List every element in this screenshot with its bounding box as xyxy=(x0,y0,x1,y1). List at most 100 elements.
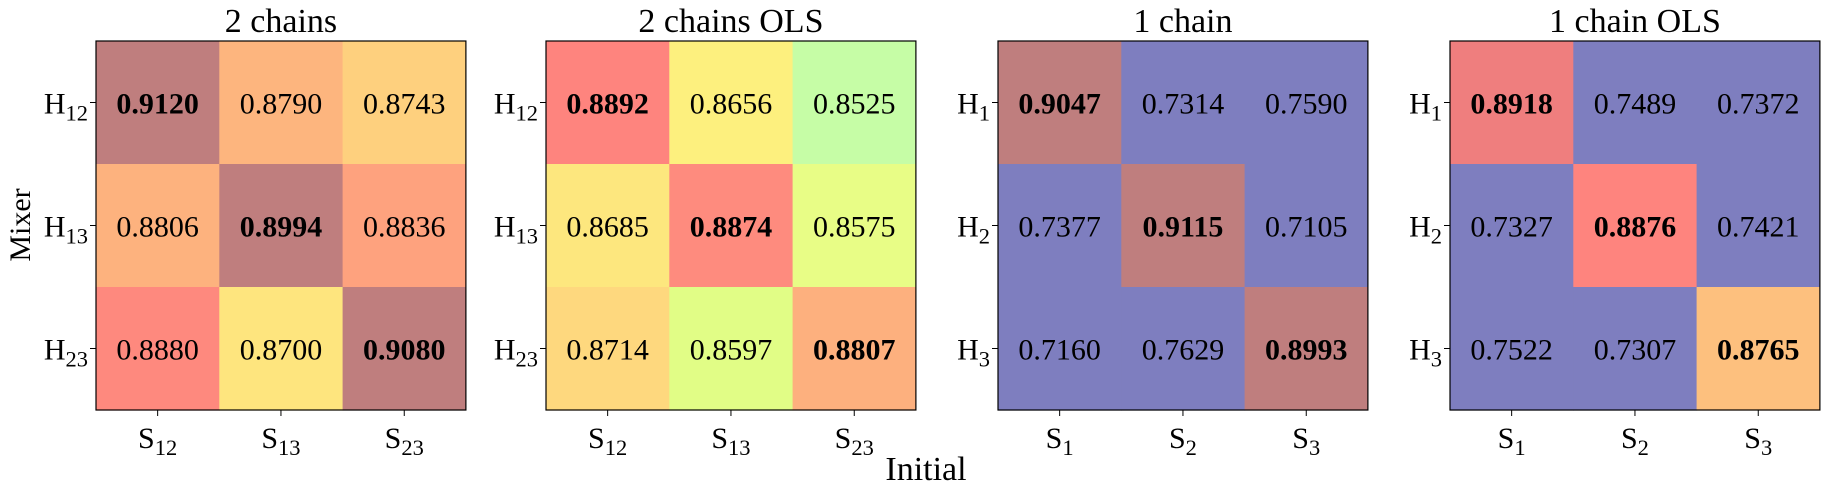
cell-value-label: 0.7522 xyxy=(1470,334,1553,367)
cell-value-label: 0.8880 xyxy=(116,334,199,367)
heatmap-cell xyxy=(1450,164,1574,288)
heatmap-cell xyxy=(342,164,467,288)
cell-value-label: 0.7590 xyxy=(1265,88,1348,121)
cell-value-label: 0.7489 xyxy=(1594,88,1677,121)
heatmap-cell xyxy=(1121,41,1246,165)
cell-value-label: 0.9115 xyxy=(1143,211,1224,244)
figure-x-axis-label: Initial xyxy=(885,451,966,488)
heatmap-cell xyxy=(219,287,344,411)
y-tick-label: H3 xyxy=(1409,334,1442,372)
cell-value-label: 0.7307 xyxy=(1594,334,1677,367)
cell-value-label: 0.9047 xyxy=(1018,88,1101,121)
x-tick-label: S13 xyxy=(261,422,300,460)
heatmap-cell xyxy=(669,287,794,411)
panel-title: 2 chains OLS xyxy=(638,3,823,40)
y-tick-label: H1 xyxy=(957,88,990,126)
x-tick-label: S12 xyxy=(588,422,627,460)
cell-value-label: 0.8836 xyxy=(363,211,446,244)
heatmap-panel-1: 2 chains 0.9120 0.8790 0.8743 0.8806 0.8994 0.… xyxy=(44,3,467,460)
cell-value-label: 0.8790 xyxy=(240,88,323,121)
heatmap-cell xyxy=(1450,287,1574,411)
heatmap-cell xyxy=(219,41,344,165)
y-tick-label: H2 xyxy=(1409,211,1442,249)
heatmap-cell xyxy=(1696,41,1821,165)
cell-value-label: 0.8874 xyxy=(690,211,773,244)
heatmap-cell xyxy=(546,164,670,288)
x-tick-label: S13 xyxy=(711,422,750,460)
cell-value-label: 0.8806 xyxy=(116,211,199,244)
heatmap-cell xyxy=(1121,287,1246,411)
x-tick-label: S1 xyxy=(1046,422,1074,460)
cell-value-label: 0.7105 xyxy=(1265,211,1348,244)
cell-value-label: 0.7314 xyxy=(1142,88,1225,121)
cell-value-label: 0.7421 xyxy=(1717,211,1800,244)
y-tick-label: H23 xyxy=(494,334,538,372)
heatmap-cell xyxy=(792,41,917,165)
cell-value-label: 0.7327 xyxy=(1470,211,1553,244)
heatmap-panel-3: 1 chain 0.9047 0.7314 0.7590 0.7377 0.9115 0.7… xyxy=(957,3,1369,460)
cell-value-label: 0.8714 xyxy=(566,334,649,367)
heatmap-cell xyxy=(669,164,794,288)
x-tick-label: S2 xyxy=(1621,422,1649,460)
heatmap-cell xyxy=(1244,287,1369,411)
heatmap-cell xyxy=(1696,287,1821,411)
heatmap-cell xyxy=(792,164,917,288)
cell-value-label: 0.7629 xyxy=(1142,334,1225,367)
cell-value-label: 0.8765 xyxy=(1717,334,1800,367)
heatmap-cell xyxy=(96,164,220,288)
panel-title: 1 chain xyxy=(1133,3,1232,40)
x-tick-label: S3 xyxy=(1292,422,1320,460)
y-tick-label: H12 xyxy=(44,88,88,126)
x-tick-label: S12 xyxy=(138,422,177,460)
cell-value-label: 0.9120 xyxy=(116,88,199,121)
cell-value-label: 0.8743 xyxy=(363,88,446,121)
heatmap-cell xyxy=(342,41,467,165)
heatmap-cell xyxy=(96,287,220,411)
figure-y-axis-label: Mixer xyxy=(4,188,37,261)
heatmap-cell xyxy=(546,287,670,411)
cell-value-label: 0.8525 xyxy=(813,88,896,121)
panel-title: 1 chain OLS xyxy=(1549,3,1721,40)
heatmap-cell xyxy=(1696,164,1821,288)
heatmap-cell xyxy=(1244,41,1369,165)
x-tick-label: S23 xyxy=(835,422,874,460)
cell-value-label: 0.8685 xyxy=(566,211,649,244)
heatmap-cell xyxy=(1573,164,1698,288)
heatmap-cell xyxy=(1573,287,1698,411)
cell-value-label: 0.8700 xyxy=(240,334,323,367)
cell-value-label: 0.8656 xyxy=(690,88,773,121)
heatmap-cell xyxy=(669,41,794,165)
x-tick-label: S3 xyxy=(1744,422,1772,460)
cell-value-label: 0.7160 xyxy=(1018,334,1101,367)
cell-value-label: 0.8807 xyxy=(813,334,896,367)
cell-value-label: 0.8575 xyxy=(813,211,896,244)
heatmap-cell xyxy=(342,287,467,411)
heatmap-cell xyxy=(998,41,1122,165)
y-tick-label: H12 xyxy=(494,88,538,126)
heatmap-panels: 2 chains 0.9120 0.8790 0.8743 0.8806 0.8994 0.… xyxy=(44,3,1821,460)
heatmap-panel-4: 1 chain OLS 0.8918 0.7489 0.7372 0.7327 0.887… xyxy=(1409,3,1821,460)
cell-value-label: 0.7372 xyxy=(1717,88,1800,121)
x-tick-label: S23 xyxy=(385,422,424,460)
heatmap-cell xyxy=(1450,41,1574,165)
y-tick-label: H13 xyxy=(494,211,538,249)
heatmap-cell xyxy=(1121,164,1246,288)
cell-value-label: 0.8597 xyxy=(690,334,773,367)
panel-title: 2 chains xyxy=(225,3,337,40)
y-tick-label: H1 xyxy=(1409,88,1442,126)
heatmap-cell xyxy=(546,41,670,165)
y-tick-label: H3 xyxy=(957,334,990,372)
x-tick-label: S2 xyxy=(1169,422,1197,460)
cell-value-label: 0.8892 xyxy=(566,88,649,121)
heatmap-cell xyxy=(1244,164,1369,288)
heatmap-cell xyxy=(219,164,344,288)
heatmap-cell xyxy=(96,41,220,165)
heatmap-cell xyxy=(998,164,1122,288)
cell-value-label: 0.8993 xyxy=(1265,334,1348,367)
y-tick-label: H23 xyxy=(44,334,88,372)
cell-value-label: 0.8918 xyxy=(1470,88,1553,121)
cell-value-label: 0.9080 xyxy=(363,334,446,367)
heatmap-panel-2: 2 chains OLS 0.8892 0.8656 0.8525 0.8685 0.88… xyxy=(494,3,917,460)
y-tick-label: H13 xyxy=(44,211,88,249)
